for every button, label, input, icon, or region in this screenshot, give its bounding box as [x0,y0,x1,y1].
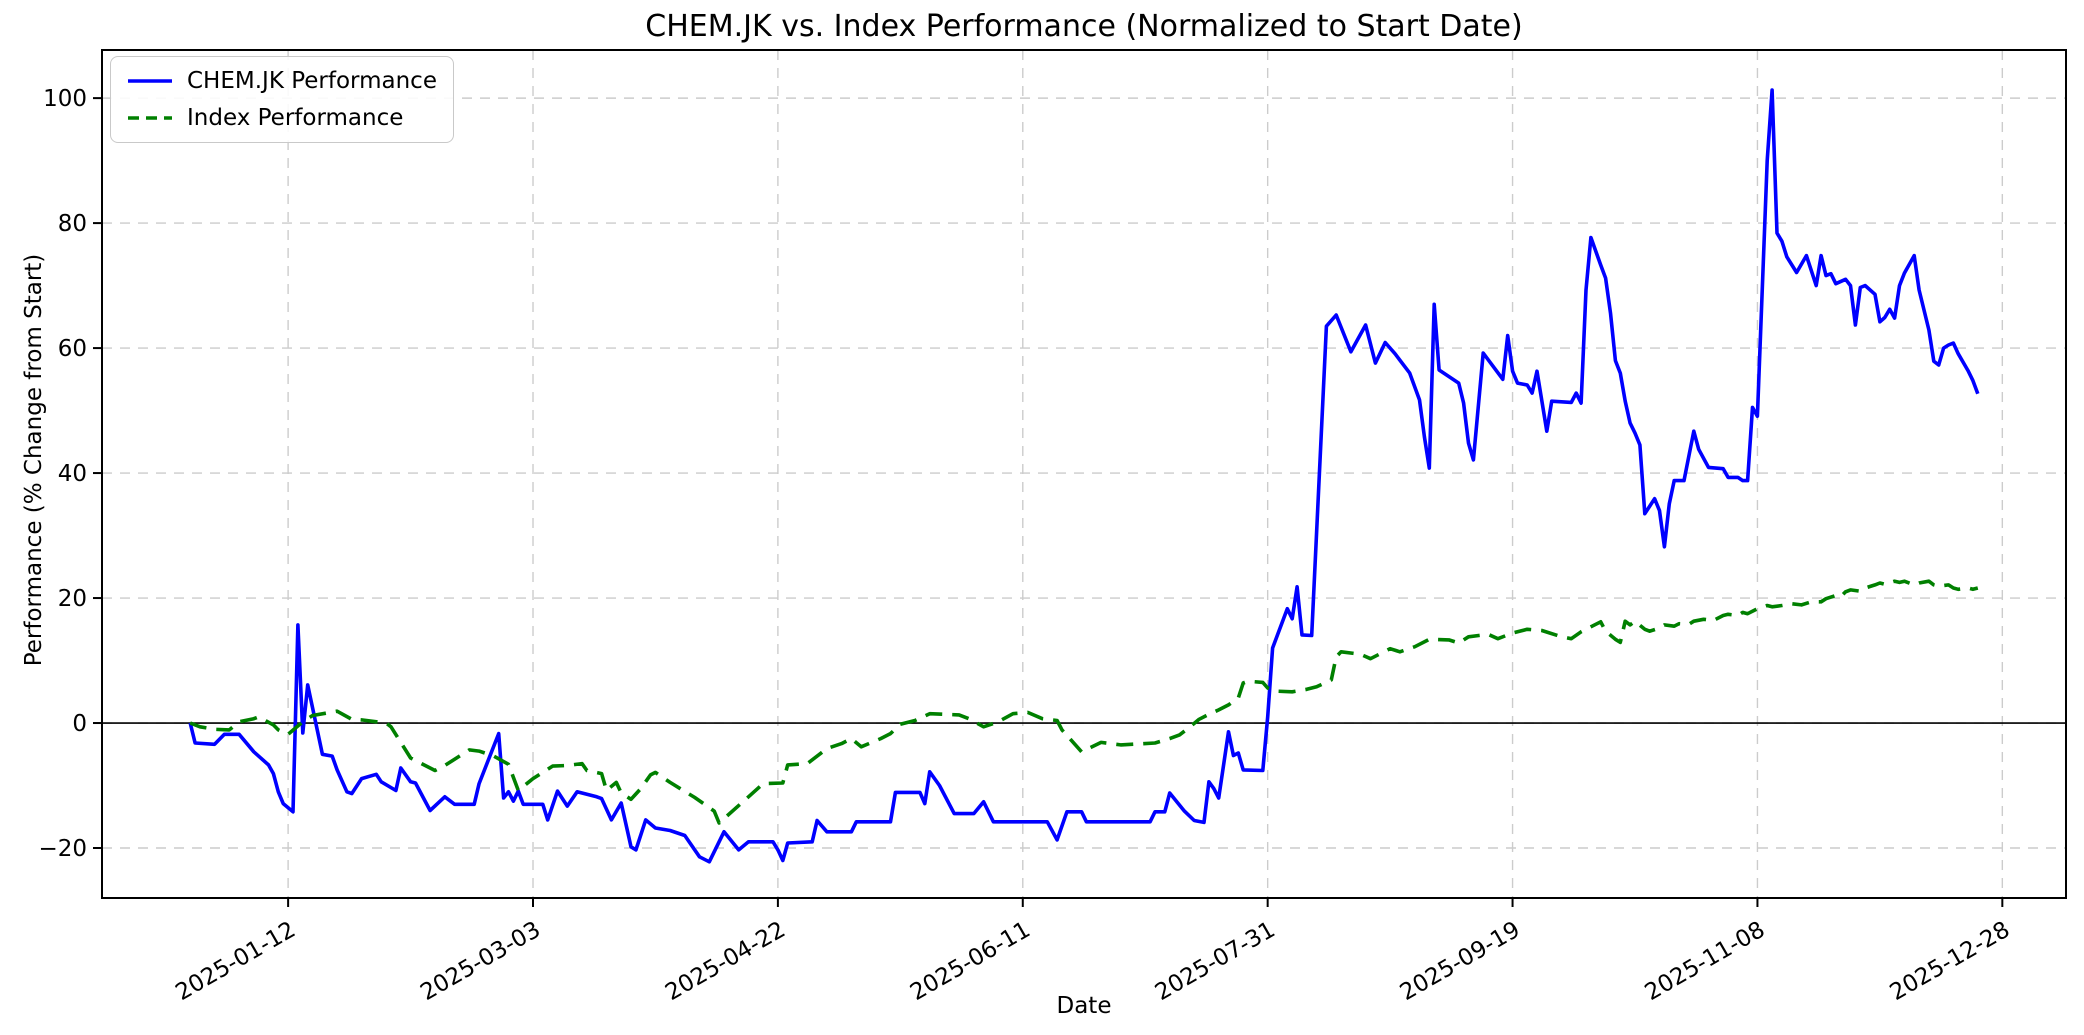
plot-border [101,49,2067,899]
legend-sample-solid-line [128,79,172,83]
legend-item-index: Index Performance [127,104,437,132]
y-tick-label: 20 [58,586,87,612]
y-tick-label: 80 [58,211,87,237]
legend-sample-dashed-line [128,116,172,120]
y-tick-label: 100 [43,86,87,112]
legend-label-index: Index Performance [187,105,404,131]
legend: CHEM.JK Performance Index Performance [110,56,454,143]
y-tick-label: 0 [72,711,87,737]
y-tick-label: 40 [58,461,87,487]
y-axis-label: Performance (% Change from Start) [21,253,47,667]
x-axis-label: Date [1056,993,1112,1019]
chemjk-performance-line [188,88,1980,864]
chart-title: CHEM.JK vs. Index Performance (Normalize… [645,9,1523,44]
y-tick-label: −20 [38,836,87,862]
index-performance-line [189,579,1979,825]
y-tick-label: 60 [58,336,87,362]
legend-label-chemjk: CHEM.JK Performance [187,68,437,94]
legend-item-chemjk: CHEM.JK Performance [127,67,437,95]
